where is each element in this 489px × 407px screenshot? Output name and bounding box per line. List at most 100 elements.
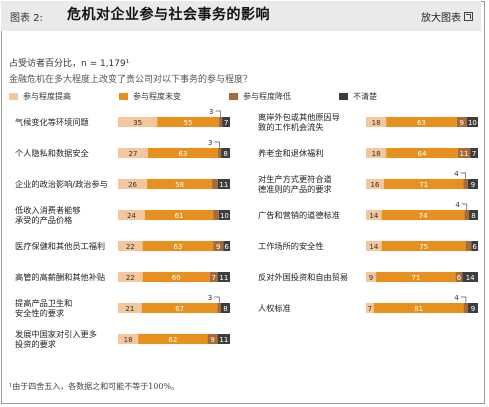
bar-segment bbox=[470, 148, 478, 158]
bar-segment bbox=[118, 179, 148, 189]
survey-question: 金融危机在多大程度上改变了贵公司对以下事务的参与程度？ bbox=[9, 75, 253, 85]
data-label: 7 bbox=[368, 305, 372, 313]
category-label: 提高产品卫生和 bbox=[15, 298, 72, 308]
data-label: 7 bbox=[224, 119, 228, 127]
data-label: 11 bbox=[219, 181, 228, 189]
legend-label-unchanged: 参与程度未变 bbox=[133, 92, 181, 101]
callout-label: 3 bbox=[209, 108, 213, 116]
data-label: 10 bbox=[468, 119, 477, 127]
bar-segment bbox=[373, 303, 464, 313]
callout-line bbox=[460, 172, 467, 179]
bar-segment bbox=[223, 241, 230, 251]
category-label: 反对外国投资和自由贸易 bbox=[258, 272, 348, 282]
figure-label: 图表 2: bbox=[10, 13, 43, 24]
data-label: 81 bbox=[414, 305, 423, 313]
legend-item-unchanged: 参与程度未变 bbox=[119, 91, 181, 102]
category-label: 致的工作机会流失 bbox=[258, 122, 324, 132]
category-label: 企业的政治影响/政治参与 bbox=[15, 179, 108, 189]
data-label: 6 bbox=[457, 274, 462, 282]
bar-segment bbox=[213, 241, 224, 251]
data-label: 9 bbox=[471, 181, 475, 189]
data-label: 9 bbox=[471, 305, 475, 313]
data-label: 71 bbox=[411, 274, 420, 282]
data-label: 35 bbox=[133, 119, 142, 127]
title-bar: 图表 2: 危机对企业参与社会事务的影响 放大图表 bbox=[1, 1, 481, 31]
category-label: 工作场所的安全性 bbox=[258, 241, 324, 251]
category-label: 气候变化等环境问题 bbox=[15, 117, 89, 127]
bar-segment bbox=[118, 272, 143, 282]
data-label: 22 bbox=[126, 243, 135, 251]
category-label: 养老金和退休福利 bbox=[258, 148, 324, 158]
bar-segment bbox=[141, 303, 218, 313]
bar-segment bbox=[217, 334, 230, 344]
legend-label-unknown: 不清楚 bbox=[353, 92, 377, 101]
data-label: 18 bbox=[372, 119, 381, 127]
bar-segment bbox=[118, 334, 139, 344]
data-label: 7 bbox=[212, 274, 216, 282]
data-label: 22 bbox=[126, 274, 135, 282]
data-label: 18 bbox=[372, 150, 381, 158]
data-label: 74 bbox=[419, 212, 428, 220]
data-label: 63 bbox=[178, 150, 187, 158]
data-label: 61 bbox=[175, 212, 184, 220]
data-label: 63 bbox=[173, 243, 182, 251]
bar-segment bbox=[147, 148, 218, 158]
bar-segment bbox=[217, 148, 222, 158]
data-label: 27 bbox=[129, 150, 138, 158]
data-label: 63 bbox=[417, 119, 426, 127]
bar-segment bbox=[465, 241, 472, 251]
bar-segment bbox=[142, 241, 214, 251]
category-label: 安全性的要求 bbox=[15, 308, 64, 318]
bar-segment bbox=[218, 117, 223, 127]
bar-segment bbox=[455, 272, 463, 282]
bar-segment bbox=[381, 241, 466, 251]
category-label: 投资的要求 bbox=[15, 339, 56, 349]
bar-segment bbox=[217, 303, 221, 313]
data-label: 26 bbox=[128, 181, 137, 189]
bar-segment bbox=[147, 179, 213, 189]
bar-segment bbox=[218, 210, 230, 220]
bar-segment bbox=[118, 210, 145, 220]
callout-line bbox=[215, 110, 221, 117]
data-label: 14 bbox=[369, 243, 378, 251]
bar-segment bbox=[366, 241, 382, 251]
callout-line bbox=[460, 296, 467, 303]
bar-segment bbox=[209, 272, 218, 282]
data-label: 11 bbox=[460, 150, 469, 158]
category-label: 广告和营销的道德标准 bbox=[258, 210, 340, 220]
bar-segment bbox=[118, 303, 142, 313]
data-label: 55 bbox=[184, 119, 193, 127]
bar-segment bbox=[466, 117, 478, 127]
zoom-chart-button[interactable]: 放大图表 bbox=[421, 9, 473, 24]
bar-segment bbox=[386, 117, 457, 127]
data-label: 64 bbox=[418, 150, 427, 158]
data-label: 24 bbox=[127, 212, 136, 220]
category-label: 对生产方式更符合道 bbox=[258, 174, 332, 184]
category-label: 医疗保健和其他员工福利 bbox=[15, 241, 105, 251]
category-label: 高管的高薪酬和其他补贴 bbox=[15, 272, 105, 282]
data-label: 21 bbox=[125, 305, 134, 313]
bar-segment bbox=[463, 303, 469, 313]
data-label: 9 bbox=[210, 336, 214, 344]
data-label: 58 bbox=[175, 181, 184, 189]
bar-segment bbox=[207, 334, 218, 344]
bar-segment bbox=[464, 210, 470, 220]
legend-swatch-unknown bbox=[339, 93, 348, 100]
callout-line bbox=[461, 203, 468, 210]
bar-segment bbox=[471, 241, 478, 251]
bar-segment bbox=[456, 117, 467, 127]
bar-segment bbox=[366, 148, 387, 158]
legend-label-increased: 参与程度提高 bbox=[23, 92, 71, 101]
category-label: 人权标准 bbox=[258, 303, 291, 313]
bar-segment bbox=[366, 117, 387, 127]
data-label: 11 bbox=[219, 274, 228, 282]
category-label: 低收入消费者能够 bbox=[15, 205, 81, 215]
bar-segment bbox=[217, 179, 230, 189]
bar-segment bbox=[376, 272, 456, 282]
footnote: ¹由于四舍五入，各数据之和可能不等于100%。 bbox=[9, 382, 180, 391]
legend-label-decreased: 参与程度降低 bbox=[243, 92, 291, 101]
data-label: 14 bbox=[466, 274, 475, 282]
bar-segment bbox=[142, 272, 210, 282]
bar-segment bbox=[157, 117, 219, 127]
